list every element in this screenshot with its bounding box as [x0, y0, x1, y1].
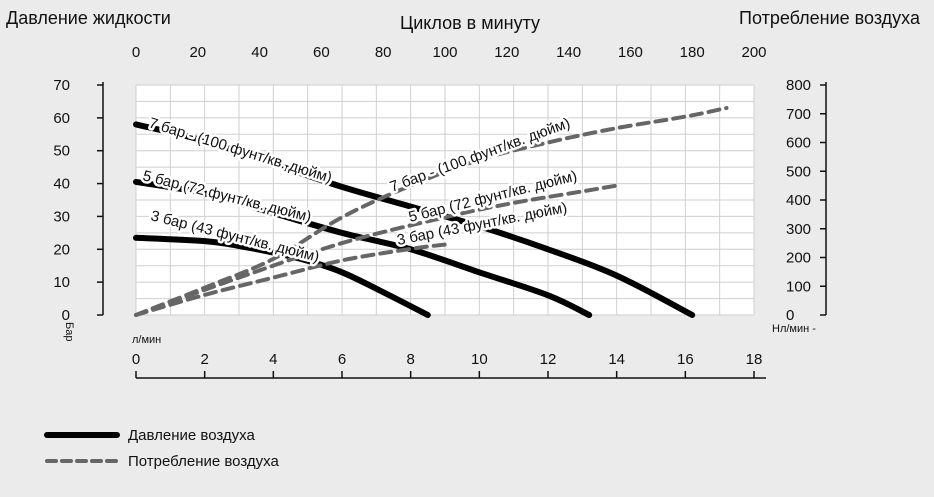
top-tick-label: 140 [556, 44, 581, 61]
title-air-consumption: Потребление воздуха [739, 8, 921, 28]
air-pressure-line-1 [133, 178, 593, 318]
left-tick-label: 10 [53, 274, 70, 291]
bottom-tick-label: 18 [746, 351, 763, 368]
air-consumption-line-5 [134, 242, 447, 317]
right-tick-label: 200 [786, 250, 811, 267]
top-tick-label: 60 [313, 44, 330, 61]
left-tick-label: 50 [53, 143, 70, 160]
legend-label-0: Давление воздуха [128, 427, 255, 444]
top-tick-label: 0 [132, 44, 140, 61]
top-tick-label: 20 [189, 44, 206, 61]
air-pressure-line-2 [133, 234, 431, 318]
left-tick-label: 0 [62, 307, 70, 324]
left-tick-label: 40 [53, 176, 70, 193]
right-tick-label: 500 [786, 163, 811, 180]
right-tick-label: 700 [786, 106, 811, 123]
right-axis-unit: Нл/мин - [772, 323, 816, 335]
bottom-tick-label: 4 [269, 351, 277, 368]
bottom-tick-label: 16 [677, 351, 694, 368]
right-tick-label: 400 [786, 192, 811, 209]
legend-label-1: Потребление воздуха [128, 453, 279, 470]
air-consumption-line-4 [134, 183, 619, 317]
left-tick-label: 20 [53, 241, 70, 258]
right-tick-label: 300 [786, 221, 811, 238]
bottom-tick-label: 14 [608, 351, 625, 368]
bottom-tick-label: 6 [338, 351, 346, 368]
left-tick-label: 30 [53, 208, 70, 225]
air-pressure-line-0 [133, 121, 696, 318]
bottom-tick-label: 0 [132, 351, 140, 368]
top-tick-label: 160 [618, 44, 643, 61]
top-tick-label: 100 [432, 44, 457, 61]
title-cycles-per-minute: Циклов в минуту [400, 13, 540, 33]
top-tick-label: 180 [680, 44, 705, 61]
top-tick-label: 200 [741, 44, 766, 61]
left-tick-label: 60 [53, 110, 70, 127]
bottom-tick-label: 2 [200, 351, 208, 368]
left-tick-label: 70 [53, 77, 70, 94]
right-tick-label: 800 [786, 77, 811, 94]
title-fluid-pressure: Давление жидкости [6, 8, 171, 28]
air-consumption-line-3 [134, 106, 729, 317]
top-tick-label: 120 [494, 44, 519, 61]
right-tick-label: 600 [786, 135, 811, 152]
bottom-axis-unit: л/мин [132, 334, 161, 346]
right-tick-label: 100 [786, 278, 811, 295]
left-axis-unit: Бар [63, 322, 75, 341]
right-tick-label: 0 [786, 307, 794, 324]
bottom-tick-label: 12 [540, 351, 557, 368]
top-tick-label: 40 [251, 44, 268, 61]
top-tick-label: 80 [375, 44, 392, 61]
bottom-tick-label: 8 [406, 351, 414, 368]
bottom-tick-label: 10 [471, 351, 488, 368]
